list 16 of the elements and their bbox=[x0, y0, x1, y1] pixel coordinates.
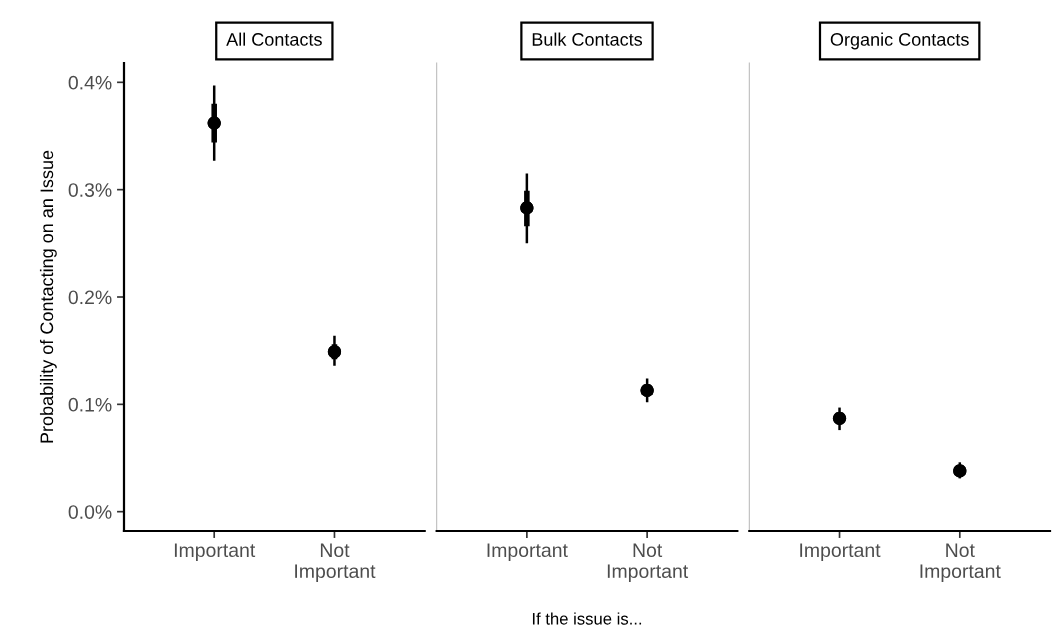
x-tick-label: Not Important bbox=[295, 543, 376, 582]
chart-title: Organic Contacts bbox=[830, 32, 969, 50]
x-tick-label: Important bbox=[174, 543, 256, 561]
x-tick-label: Important bbox=[800, 543, 881, 561]
chart-title: All Contacts bbox=[226, 32, 322, 46]
y-tick-label: 0.0% bbox=[68, 505, 112, 519]
x-tick-label: Not Important bbox=[920, 543, 1001, 582]
x-tick-label: Important bbox=[487, 543, 568, 561]
y-tick-label: 0.4% bbox=[68, 75, 112, 90]
x-tick-label: Not Important bbox=[607, 543, 689, 582]
y-tick-label: 0.3% bbox=[68, 183, 112, 197]
x-axis-title: If the issue is... bbox=[532, 612, 642, 625]
chart-title: Bulk Contacts bbox=[532, 32, 643, 46]
y-axis-title: Probability of Contacting on an Issue bbox=[39, 150, 57, 443]
y-tick-label: 0.2% bbox=[68, 290, 112, 305]
y-tick-label: 0.1% bbox=[68, 397, 112, 412]
